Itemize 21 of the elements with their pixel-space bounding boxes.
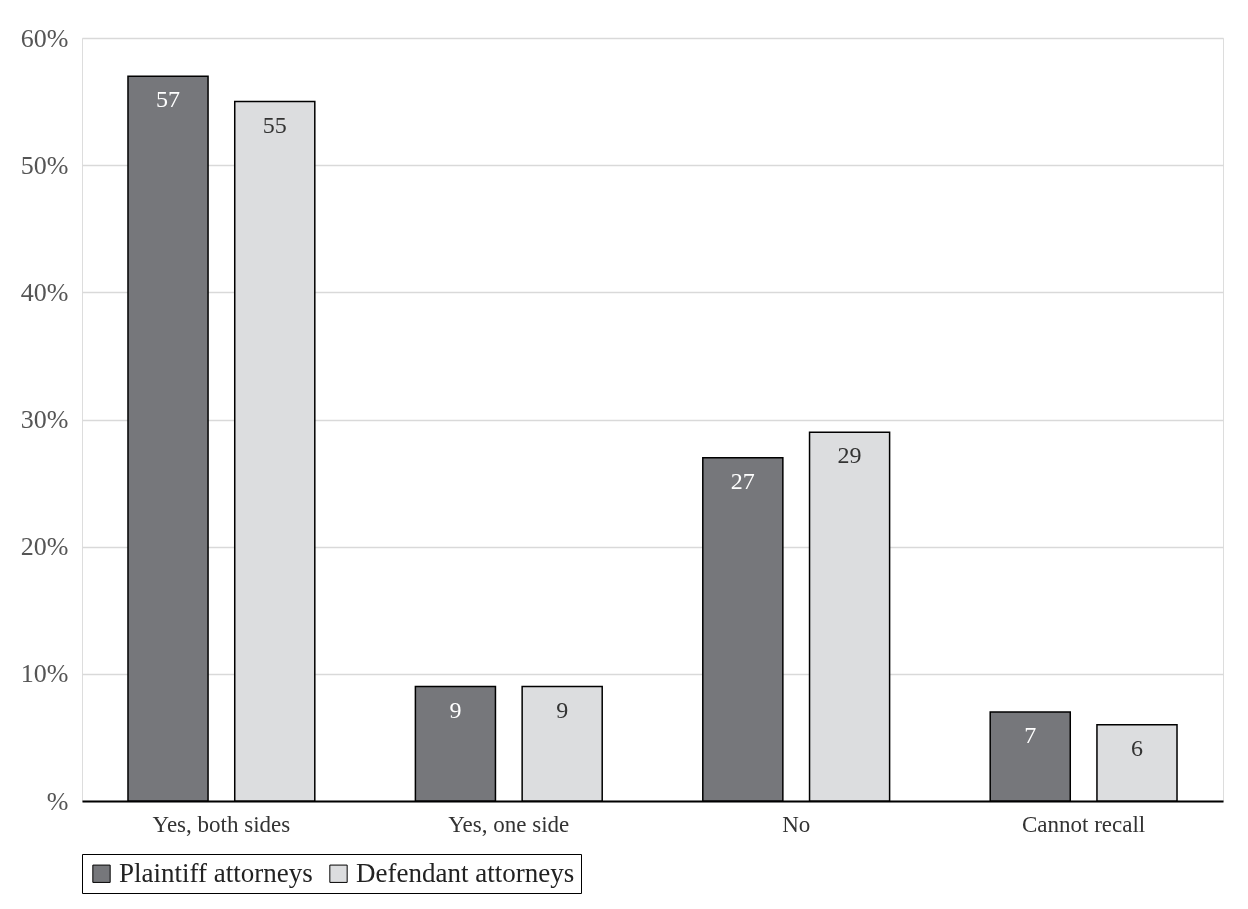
data-label: 55	[262, 111, 287, 138]
x-tick-label: No	[782, 811, 811, 837]
data-label: 29	[837, 442, 862, 469]
y-tick-label: 40%	[20, 277, 69, 307]
y-tick-label: 60%	[20, 23, 69, 53]
data-label: 9	[556, 696, 569, 723]
legend-label: Defendant attorneys	[356, 857, 575, 888]
data-label: 6	[1130, 734, 1143, 761]
x-tick-label: Yes, one side	[448, 811, 570, 837]
data-label: 57	[156, 86, 181, 113]
x-tick-label: Cannot recall	[1021, 811, 1146, 837]
data-label: 27	[730, 467, 755, 494]
data-label: 7	[1024, 721, 1037, 748]
x-tick-label: Yes, both sides	[152, 811, 291, 837]
y-tick-label: 10%	[20, 659, 69, 689]
y-tick-label: 50%	[20, 150, 69, 180]
y-tick-label: %	[46, 786, 69, 816]
y-tick-label: 30%	[20, 405, 69, 434]
legend-label: Plaintiff attorneys	[119, 857, 313, 888]
data-label: 9	[449, 696, 462, 723]
y-tick-label: 20%	[20, 532, 69, 562]
